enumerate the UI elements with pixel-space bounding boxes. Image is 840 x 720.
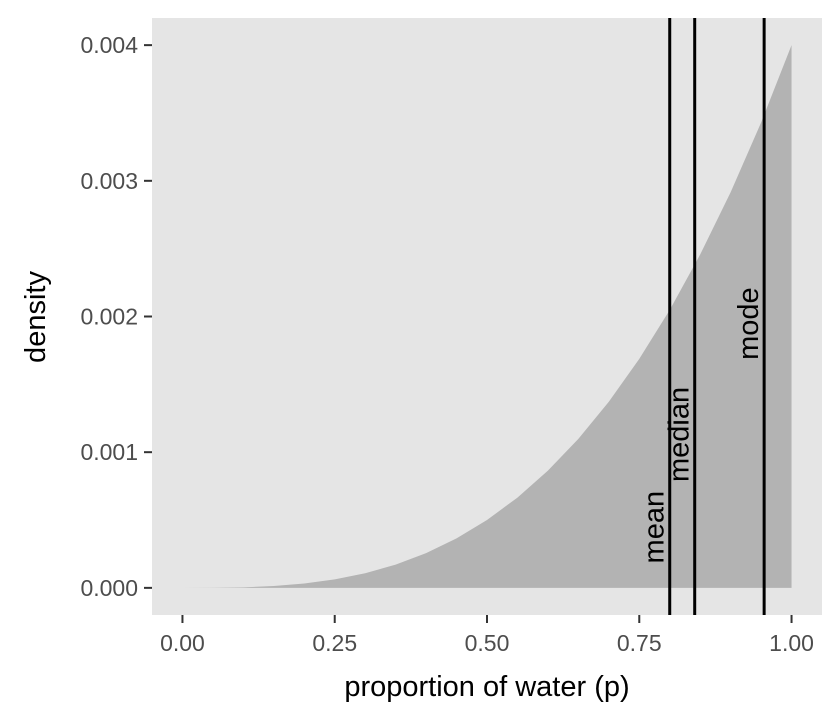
vline-label-median: median: [664, 387, 696, 482]
density-area: [182, 45, 792, 588]
y-axis: 0.000 0.001 0.002 0.003 0.004: [80, 32, 152, 601]
y-tick-label: 0.002: [80, 304, 138, 330]
x-tick-label: 0.00: [160, 630, 205, 656]
vertical-lines: mean median mode: [639, 18, 766, 615]
y-tick-label: 0.004: [80, 32, 138, 58]
x-axis: 0.00 0.25 0.50 0.75 1.00: [160, 615, 814, 656]
vline-label-mean: mean: [639, 491, 671, 564]
x-tick-label: 0.75: [617, 630, 662, 656]
y-tick-label: 0.001: [80, 439, 138, 465]
x-tick-label: 0.50: [465, 630, 510, 656]
x-axis-title: proportion of water (p): [344, 671, 629, 703]
y-tick-label: 0.000: [80, 575, 138, 601]
x-tick-label: 1.00: [769, 630, 814, 656]
x-tick-label: 0.25: [312, 630, 357, 656]
y-axis-title: density: [20, 271, 52, 363]
y-tick-label: 0.003: [80, 168, 138, 194]
vline-label-mode: mode: [733, 287, 765, 360]
